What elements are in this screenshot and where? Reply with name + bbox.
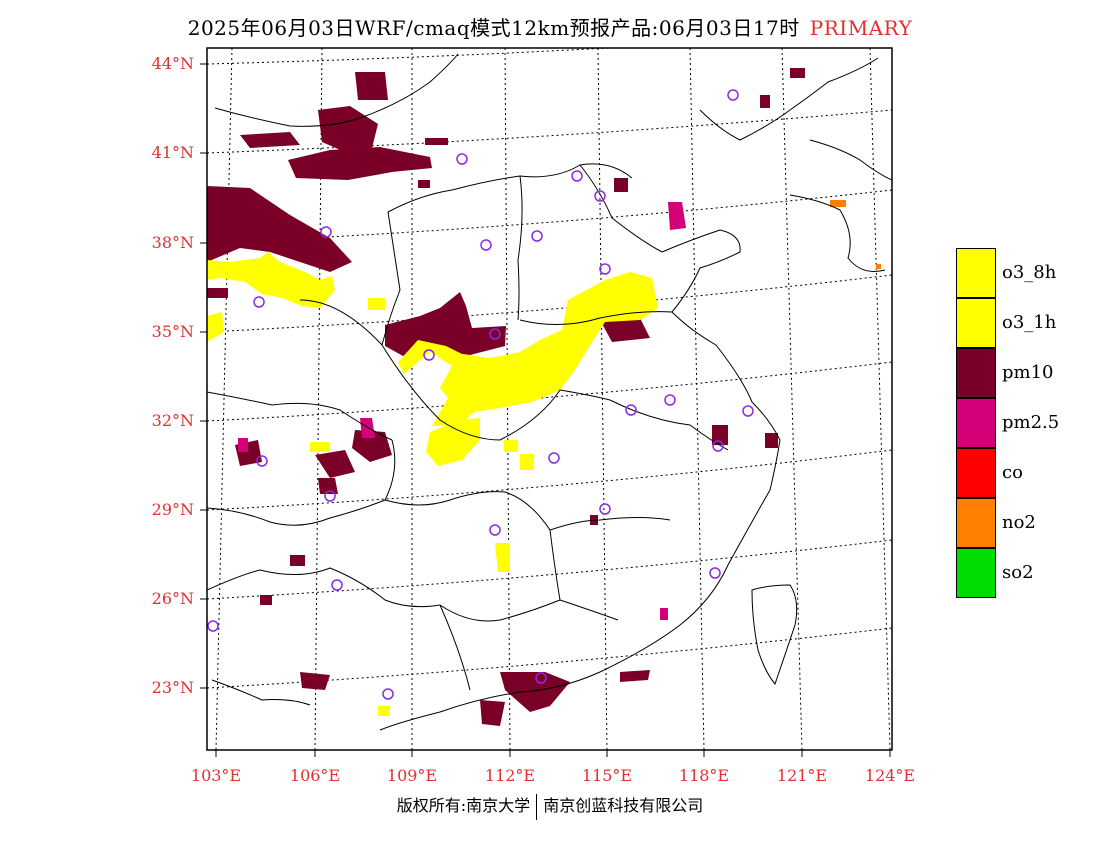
title-tag: PRIMARY [809,16,913,40]
lat-label-38: 38°N [151,233,194,252]
map-content [207,48,892,750]
copyright-right: 南京创蓝科技有限公司 [543,796,704,815]
legend-label: pm10 [1002,362,1054,383]
legend-label: o3_8h [1002,262,1057,283]
lat-label-32: 32°N [151,411,194,430]
lat-label-35: 35°N [151,322,194,341]
legend-swatch [956,498,996,548]
pm10-patches [207,68,805,726]
legend-swatch [956,548,996,598]
map-title: 2025年06月03日WRF/cmaq模式12km预报产品:06月03日17时 P… [0,12,1100,41]
title-text: 2025年06月03日WRF/cmaq模式12km预报产品:06月03日17时 [187,16,800,40]
pm25-patches [238,202,686,620]
legend-label: o3_1h [1002,312,1057,333]
boundaries [207,53,892,731]
legend-label: co [1002,462,1023,483]
axis-ticks [200,63,891,757]
lon-label-118: 118°E [678,766,730,785]
lon-label-115: 115°E [581,766,633,785]
legend-swatch [956,248,996,298]
copyright-left: 版权所有:南京大学 [396,796,531,815]
lat-label-41: 41°N [151,143,194,162]
lon-label-121: 121°E [776,766,828,785]
legend-swatch [956,448,996,498]
lat-label-29: 29°N [151,500,194,519]
lon-label-103: 103°E [190,766,242,785]
map-frame [206,47,893,751]
lat-label-23: 23°N [151,678,194,697]
legend-swatch [956,298,996,348]
legend-swatch [956,348,996,398]
lat-label-26: 26°N [151,589,194,608]
lon-label-124: 124°E [864,766,916,785]
lon-label-109: 109°E [386,766,438,785]
legend-label: pm2.5 [1002,412,1060,433]
lon-label-106: 106°E [289,766,341,785]
copyright-footer: 版权所有:南京大学 南京创蓝科技有限公司 [0,792,1100,820]
lon-label-112: 112°E [484,766,536,785]
lat-label-44: 44°N [151,54,194,73]
o3-patches [207,252,658,716]
legend-label: no2 [1002,512,1036,533]
legend-label: so2 [1002,562,1034,583]
station-markers [207,89,754,700]
footer-divider [536,793,538,820]
legend-swatch [956,398,996,448]
no2-patches [830,200,881,269]
